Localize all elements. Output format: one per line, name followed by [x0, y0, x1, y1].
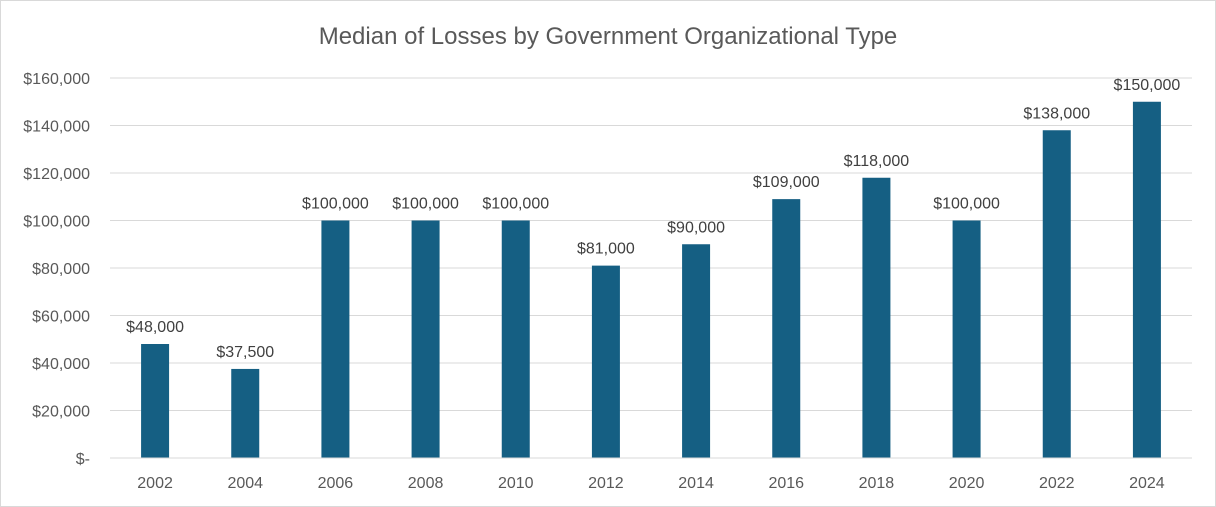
bar-2022 — [1042, 130, 1071, 458]
data-label-2018: $118,000 — [844, 153, 910, 170]
x-tick-label-2020: 2020 — [949, 475, 985, 492]
data-label-2024: $150,000 — [1114, 77, 1181, 94]
bar-2012 — [591, 265, 620, 458]
gridlines — [110, 77, 1192, 411]
y-axis-ticks: $- $20,000 $40,000 $60,000 $80,000 $100,000 $1… — [23, 71, 90, 468]
y-tick-label: $20,000 — [32, 404, 90, 421]
y-tick-label: $100,000 — [23, 214, 90, 231]
bar-2020 — [952, 220, 981, 458]
y-tick-label: $60,000 — [32, 309, 90, 326]
bar-2014 — [682, 244, 711, 458]
chart-title: Median of Losses by Government Organizat… — [319, 23, 898, 50]
bars — [141, 101, 1161, 458]
data-label-2006: $100,000 — [302, 196, 369, 213]
y-tick-label: $160,000 — [23, 71, 90, 88]
data-label-2022: $138,000 — [1023, 105, 1090, 122]
data-label-2002: $48,000 — [126, 319, 184, 336]
bar-2010 — [501, 220, 530, 458]
y-tick-label: $80,000 — [32, 261, 90, 278]
bar-2018 — [862, 177, 891, 458]
data-label-2016: $109,000 — [753, 174, 820, 191]
y-tick-label: $- — [76, 451, 90, 468]
x-tick-label-2016: 2016 — [768, 475, 804, 492]
bar-2002 — [141, 344, 170, 458]
data-label-2004: $37,500 — [216, 344, 274, 361]
x-tick-label-2024: 2024 — [1129, 475, 1165, 492]
data-labels: $48,000 $37,500 $100,000 $100,000 $100,000 $8… — [126, 77, 1180, 361]
data-label-2008: $100,000 — [392, 196, 459, 213]
x-axis-ticks: 2002 2004 2006 2008 2010 2012 2014 2016 2018 2020… — [137, 475, 1165, 492]
data-label-2012: $81,000 — [577, 241, 635, 258]
bar-2016 — [772, 199, 801, 458]
x-tick-label-2018: 2018 — [859, 475, 895, 492]
y-tick-label: $120,000 — [23, 166, 90, 183]
x-tick-label-2002: 2002 — [137, 475, 173, 492]
x-tick-label-2008: 2008 — [408, 475, 444, 492]
y-tick-label: $140,000 — [23, 119, 90, 136]
bar-2024 — [1132, 101, 1161, 458]
data-label-2010: $100,000 — [482, 196, 549, 213]
x-tick-label-2012: 2012 — [588, 475, 624, 492]
x-tick-label-2022: 2022 — [1039, 475, 1075, 492]
x-tick-label-2010: 2010 — [498, 475, 534, 492]
data-label-2020: $100,000 — [933, 196, 1000, 213]
data-label-2014: $90,000 — [667, 219, 725, 236]
x-tick-label-2004: 2004 — [227, 475, 263, 492]
y-tick-label: $40,000 — [32, 356, 90, 373]
x-tick-label-2006: 2006 — [318, 475, 354, 492]
bar-2006 — [321, 220, 350, 458]
bar-2008 — [411, 220, 440, 458]
x-tick-label-2014: 2014 — [678, 475, 714, 492]
bar-2004 — [231, 368, 260, 458]
